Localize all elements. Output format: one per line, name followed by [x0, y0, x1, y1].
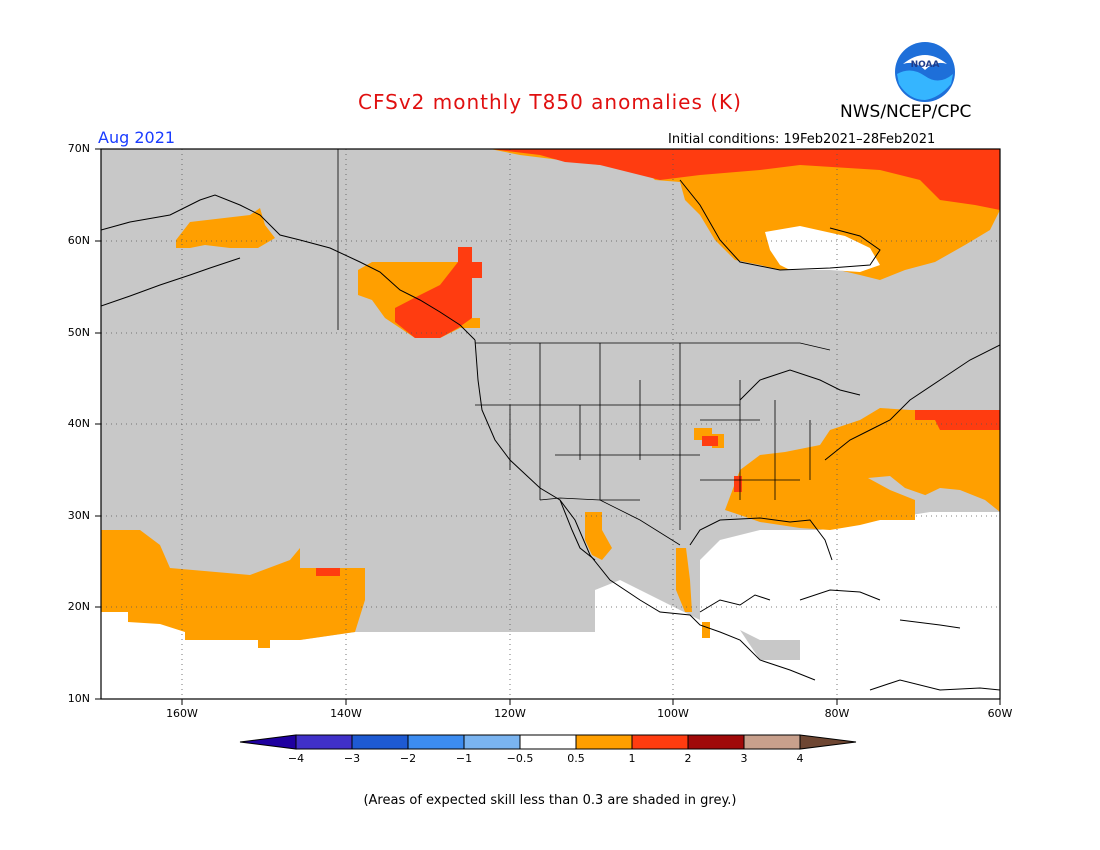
noaa-logo: NOAA: [895, 42, 955, 102]
positive-anomaly-hawaii: [101, 530, 365, 648]
lon-tick-label: 60W: [987, 707, 1013, 720]
colorbar-max-arrow: [799, 734, 857, 750]
lat-tick-label: 40N: [67, 417, 90, 430]
lon-tick-label: 120W: [494, 707, 526, 720]
map-title: CFSv2 monthly T850 anomalies (K): [358, 90, 742, 114]
positive-anomaly-alaska: [176, 208, 275, 248]
lon-tick-label: 100W: [657, 707, 689, 720]
axis-ticks: [95, 148, 1001, 705]
no-signal-region-gulf-caribbean: [700, 512, 1000, 640]
strong-anomaly-lower-mississippi: [734, 476, 742, 492]
positive-anomaly-southern-mexico: [702, 622, 710, 638]
colorbar-label: −0.5: [506, 752, 534, 765]
colorbar-label: −4: [287, 752, 305, 765]
colorbar-swatch: [575, 734, 633, 750]
lat-tick-label: 60N: [67, 234, 90, 247]
positive-anomaly-mexico-gulf-coast: [676, 548, 692, 612]
colorbar-label: 0.5: [567, 752, 585, 765]
strong-anomaly-hawaii: [316, 568, 340, 576]
coastlines: [101, 179, 1000, 691]
noaa-logo-wave: [897, 70, 953, 100]
colorbar-label: −3: [343, 752, 361, 765]
lat-tick-label: 20N: [67, 600, 90, 613]
lat-tick-label: 70N: [67, 142, 90, 155]
positive-anomaly-canada-north: [490, 149, 1000, 280]
no-signal-hudson-bay: [765, 226, 880, 272]
colorbar-label: −1: [455, 752, 473, 765]
strong-anomaly-kansas: [702, 436, 718, 446]
colorbar-swatch: [631, 734, 689, 750]
colorbar-label: 1: [628, 752, 636, 765]
colorbar-swatch: [463, 734, 521, 750]
strong-anomaly-arctic: [490, 149, 1000, 210]
noaa-logo-bird: [903, 55, 947, 70]
colorbar-swatch: [519, 734, 577, 750]
lat-tick-label: 10N: [67, 692, 90, 705]
colorbar-swatch: [351, 734, 409, 750]
agency-label: NWS/NCEP/CPC: [840, 102, 972, 122]
strong-anomaly-atlantic: [915, 410, 1000, 430]
forecast-period: Aug 2021: [98, 128, 176, 147]
colorbar-min-arrow: [239, 734, 297, 750]
noaa-logo-text: NOAA: [911, 60, 940, 70]
skill-mask-atlantic: [868, 476, 925, 512]
colorbar-label: 4: [796, 752, 804, 765]
colorbar-swatch: [743, 734, 801, 750]
colorbar-label: −2: [399, 752, 417, 765]
colorbar-swatch: [295, 734, 353, 750]
lat-tick-label: 50N: [67, 326, 90, 339]
colorbar-label: 2: [684, 752, 692, 765]
positive-anomaly-eastern-us: [725, 408, 1000, 530]
political-borders: [337, 149, 831, 546]
positive-anomaly-baja: [585, 512, 612, 560]
skill-footnote: (Areas of expected skill less than 0.3 a…: [363, 793, 737, 808]
skill-mask-central-america: [740, 630, 800, 660]
no-signal-region-south: [101, 580, 1000, 699]
lon-tick-label: 140W: [330, 707, 362, 720]
colorbar-swatch: [407, 734, 465, 750]
strong-anomaly-bc: [395, 247, 482, 338]
colorbar-swatch: [687, 734, 745, 750]
lon-tick-label: 80W: [824, 707, 850, 720]
lat-tick-label: 30N: [67, 509, 90, 522]
lon-tick-label: 160W: [166, 707, 198, 720]
initial-conditions-label: Initial conditions: 19Feb2021–28Feb2021: [668, 132, 936, 147]
colorbar-label: 3: [740, 752, 748, 765]
